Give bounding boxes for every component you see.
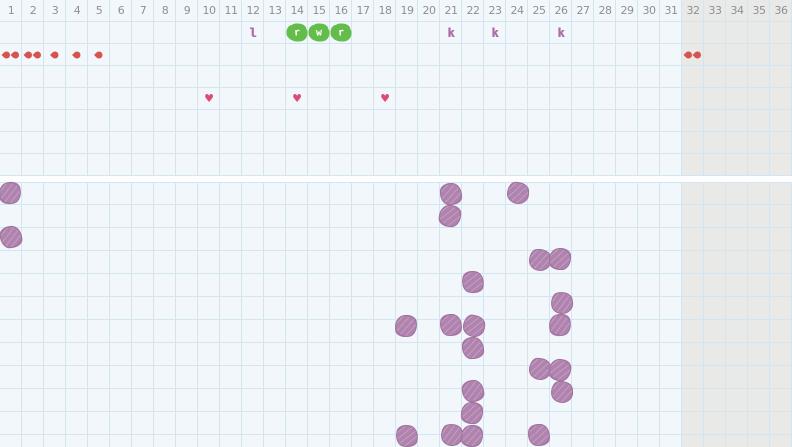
column-header: 33	[708, 4, 723, 17]
heart-icon[interactable]: ♥	[204, 92, 214, 105]
droplet-mark[interactable]	[72, 50, 82, 60]
marker-letter-l[interactable]: l	[249, 26, 257, 40]
column-header: 13	[268, 4, 283, 17]
column-header: 14	[290, 4, 305, 17]
droplet-mark[interactable]	[23, 50, 43, 60]
heart-icon[interactable]: ♥	[292, 92, 302, 105]
droplet-mark[interactable]	[683, 50, 703, 60]
column-header: 15	[312, 4, 327, 17]
column-header: 1	[7, 4, 15, 17]
droplet-icon	[10, 50, 21, 60]
column-header: 10	[202, 4, 217, 17]
column-header: 21	[444, 4, 459, 17]
section-divider	[0, 176, 792, 182]
droplet-icon	[692, 50, 703, 60]
column-header-row: 1 2 3 4 5 6 7 8 9 10 11 12 13 14 15 16 17 18 19 20 21 22 23 24 2…	[0, 0, 792, 22]
marker-letter-k[interactable]: k	[557, 26, 565, 40]
heart-icon[interactable]: ♥	[380, 92, 390, 105]
column-header: 36	[774, 4, 789, 17]
column-header: 23	[488, 4, 503, 17]
column-header: 27	[576, 4, 591, 17]
lower-tracker-section[interactable]	[0, 182, 792, 447]
droplet-mark[interactable]	[1, 50, 21, 60]
column-header: 25	[532, 4, 547, 17]
marker-letter-k[interactable]: k	[447, 26, 455, 40]
column-header: 5	[95, 4, 103, 17]
column-header: 8	[161, 4, 169, 17]
column-header: 32	[686, 4, 701, 17]
marker-letter-k[interactable]: k	[491, 26, 499, 40]
purple-blob-mark[interactable]	[460, 424, 484, 447]
droplet-icon	[94, 50, 104, 60]
column-header: 11	[224, 4, 239, 17]
column-header: 17	[356, 4, 371, 17]
column-header: 30	[642, 4, 657, 17]
column-header: 24	[510, 4, 525, 17]
column-header: 18	[378, 4, 393, 17]
upper-tracker-section[interactable]	[0, 22, 792, 176]
droplet-mark[interactable]	[50, 50, 60, 60]
column-header: 12	[246, 4, 261, 17]
column-header: 4	[73, 4, 81, 17]
column-header: 2	[29, 4, 37, 17]
column-header: 3	[51, 4, 59, 17]
column-header: 19	[400, 4, 415, 17]
column-header: 22	[466, 4, 481, 17]
droplet-mark[interactable]	[94, 50, 104, 60]
column-header: 6	[117, 4, 125, 17]
column-header: 35	[752, 4, 767, 17]
droplet-icon	[50, 50, 60, 60]
column-header: 9	[183, 4, 191, 17]
column-header: 31	[664, 4, 679, 17]
column-header: 7	[139, 4, 147, 17]
column-header: 29	[620, 4, 635, 17]
droplet-icon	[72, 50, 82, 60]
column-header: 20	[422, 4, 437, 17]
column-header: 34	[730, 4, 745, 17]
column-header: 28	[598, 4, 613, 17]
column-header: 16	[334, 4, 349, 17]
droplet-icon	[32, 50, 43, 60]
column-header: 26	[554, 4, 569, 17]
